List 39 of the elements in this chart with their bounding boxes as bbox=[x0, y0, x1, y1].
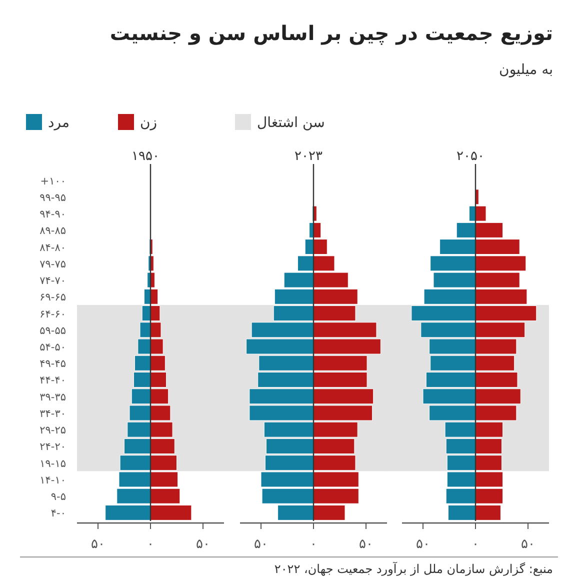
text: توزیع جمعیت در چین بر اساس سن و جنسیت bbox=[110, 21, 553, 45]
y-tick-label: ۹۹-۹۵ bbox=[40, 192, 66, 204]
y-tick-label: ۵۹-۵۵ bbox=[40, 324, 66, 337]
y-tick-label: ۷۴-۷۰ bbox=[40, 275, 66, 288]
x-tick-label: ۵۰ bbox=[416, 537, 430, 552]
x-tick-label: ۰ bbox=[310, 537, 317, 552]
y-tick-label: ۲۴-۲۰ bbox=[40, 441, 66, 454]
x-tick-label: ۵۰ bbox=[254, 537, 268, 552]
y-tick-label: ۹۴-۹۰ bbox=[40, 208, 66, 221]
y-tick-label: ۱۴-۱۰ bbox=[40, 474, 66, 486]
y-tick-label: ۶۹-۶۵ bbox=[40, 292, 66, 304]
legend-label: مرد bbox=[48, 115, 70, 131]
legend-label: سن اشتغال bbox=[257, 115, 325, 131]
y-tick-label: +۱۰۰ bbox=[40, 175, 66, 188]
chart-title: ۲۰۵۰ bbox=[456, 149, 484, 164]
y-tick-label: ۸۹-۸۵ bbox=[40, 225, 66, 238]
chart-title: ۱۹۵۰ bbox=[132, 149, 160, 164]
y-tick-label: ۱۹-۱۵ bbox=[40, 458, 66, 470]
x-tick-label: ۵۰ bbox=[359, 537, 373, 552]
y-tick-label: ۳۴-۳۰ bbox=[40, 408, 66, 420]
y-tick-label: ۴۴-۴۰ bbox=[40, 374, 66, 387]
y-tick-label: ۴-۰ bbox=[50, 508, 66, 520]
chart-title: ۲۰۲۳ bbox=[294, 149, 322, 164]
x-tick-label: ۰ bbox=[147, 537, 154, 552]
text: به میلیون bbox=[499, 62, 553, 78]
y-tick-label: ۶۴-۶۰ bbox=[40, 308, 66, 320]
text: منبع: گزارش سازمان ملل از برآورد جمعیت جهان، ۲۰۲۲ bbox=[274, 561, 553, 576]
x-tick-label: ۵۰ bbox=[521, 537, 535, 552]
y-tick-label: ۷۹-۷۵ bbox=[40, 258, 66, 270]
y-tick-label: ۸۴-۸۰ bbox=[40, 242, 66, 254]
y-tick-label: ۴۹-۴۵ bbox=[40, 358, 66, 370]
y-tick-label: ۳۹-۳۵ bbox=[40, 391, 66, 404]
y-tick-label: ۹-۵ bbox=[50, 491, 66, 504]
y-tick-label: ۵۴-۵۰ bbox=[40, 342, 66, 354]
x-tick-label: ۵۰ bbox=[91, 537, 105, 552]
y-tick-label: ۲۹-۲۵ bbox=[40, 424, 66, 437]
x-tick-label: ۵۰ bbox=[196, 537, 210, 552]
legend-label: زن bbox=[140, 115, 158, 131]
x-tick-label: ۰ bbox=[472, 537, 479, 552]
